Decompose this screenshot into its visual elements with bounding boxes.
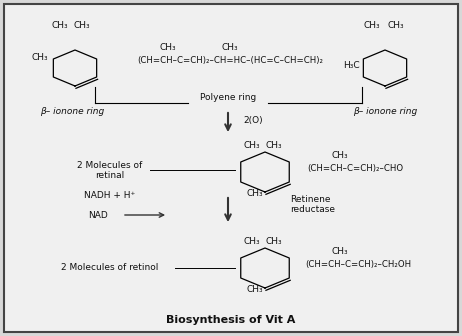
Text: CH₃: CH₃ <box>243 237 260 246</box>
Text: (CH=CH–C=CH)₂–CHO: (CH=CH–C=CH)₂–CHO <box>307 164 403 172</box>
Text: CH₃: CH₃ <box>364 20 380 30</box>
Text: CH₃: CH₃ <box>266 140 282 150</box>
Text: CH₃: CH₃ <box>73 20 90 30</box>
Text: Retinene: Retinene <box>290 196 330 205</box>
Text: CH₃: CH₃ <box>160 43 176 52</box>
Text: CH₃: CH₃ <box>388 20 404 30</box>
Text: NADH + H⁺: NADH + H⁺ <box>85 191 136 200</box>
Text: CH₃: CH₃ <box>31 53 48 62</box>
Text: CH₃: CH₃ <box>332 248 348 256</box>
Text: CH₃: CH₃ <box>247 188 263 198</box>
Text: (CH=CH–C=CH)₂–CH=HC–(HC=C–CH=CH)₂: (CH=CH–C=CH)₂–CH=HC–(HC=C–CH=CH)₂ <box>137 55 323 65</box>
Text: 2(O): 2(O) <box>243 116 262 125</box>
Text: Polyene ring: Polyene ring <box>200 92 256 101</box>
FancyBboxPatch shape <box>4 4 458 332</box>
Text: (CH=CH–C=CH)₂–CH₂OH: (CH=CH–C=CH)₂–CH₂OH <box>305 260 411 269</box>
Text: CH₃: CH₃ <box>247 286 263 294</box>
Text: CH₃: CH₃ <box>266 237 282 246</box>
Text: CH₃: CH₃ <box>332 151 348 160</box>
Text: 2 Molecules of: 2 Molecules of <box>77 161 143 169</box>
Text: β– ionone ring: β– ionone ring <box>353 108 417 117</box>
Text: H₃C: H₃C <box>343 60 360 70</box>
Text: 2 Molecules of retinol: 2 Molecules of retinol <box>61 263 158 272</box>
Text: retinal: retinal <box>95 170 125 179</box>
Text: CH₃: CH₃ <box>222 43 238 52</box>
Text: Biosynthesis of Vit A: Biosynthesis of Vit A <box>166 315 296 325</box>
Text: reductase: reductase <box>290 206 335 214</box>
Text: NAD: NAD <box>88 210 108 219</box>
Text: β– ionone ring: β– ionone ring <box>40 108 104 117</box>
Text: CH₃: CH₃ <box>243 140 260 150</box>
Text: CH₃: CH₃ <box>52 20 68 30</box>
